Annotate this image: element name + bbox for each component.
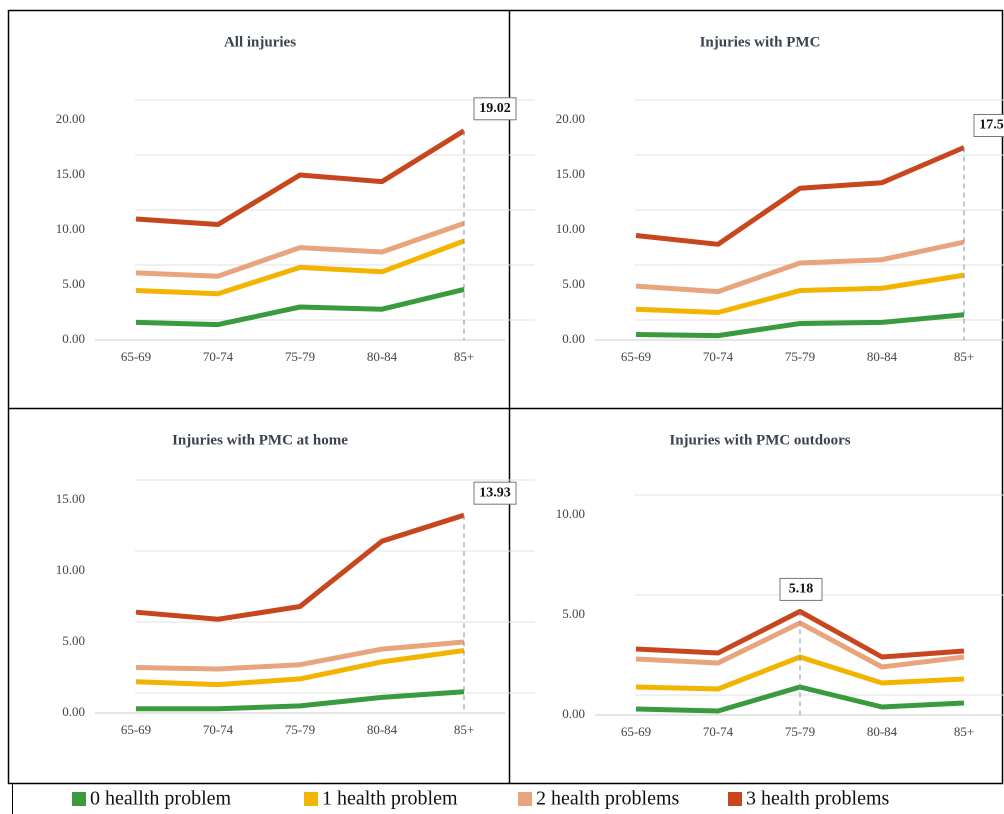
series-line	[635, 272, 965, 315]
x-tick-label: 85+	[454, 722, 474, 737]
series-line	[635, 239, 965, 295]
y-tick-label: 20.00	[56, 111, 85, 126]
x-tick-label: 70-74	[203, 349, 234, 364]
figure-frame	[7, 9, 1004, 785]
annotation: 19.02	[479, 101, 511, 116]
annotation: 13.93	[479, 485, 511, 500]
series-line	[135, 286, 465, 328]
chart-title: Injuries with PMC	[700, 34, 821, 50]
annotation: 5.18	[789, 582, 814, 597]
x-tick-label: 70-74	[203, 722, 234, 737]
x-tick-label: 75-79	[785, 349, 815, 364]
x-tick-label: 85+	[954, 349, 974, 364]
legend-swatch	[304, 792, 318, 806]
annotation-box	[473, 97, 517, 121]
x-tick-label: 85+	[954, 724, 974, 739]
y-tick-label: 0.00	[562, 331, 585, 346]
annotation-box	[473, 481, 517, 505]
y-tick-label: 10.00	[56, 221, 85, 236]
x-tick-label: 65-69	[621, 724, 651, 739]
x-tick-label: 75-79	[785, 724, 815, 739]
chart-title: Injuries with PMC outdoors	[669, 432, 850, 448]
x-tick-label: 70-74	[703, 349, 734, 364]
x-tick-label: 70-74	[703, 724, 734, 739]
annotation-box	[973, 114, 1004, 137]
y-tick-label: 0.00	[62, 331, 85, 346]
x-tick-label: 75-79	[285, 722, 315, 737]
x-tick-label: 65-69	[121, 349, 151, 364]
y-tick-label: 5.00	[562, 276, 585, 291]
series-line	[136, 689, 465, 712]
legend-swatch	[728, 792, 742, 806]
legend-swatch	[72, 792, 86, 806]
annotation: 17.50	[979, 118, 1004, 133]
x-tick-label: 65-69	[121, 722, 151, 737]
x-tick-label: 65-69	[621, 349, 651, 364]
series-line	[635, 312, 965, 339]
x-tick-label: 80-84	[867, 724, 898, 739]
series-line	[135, 238, 465, 297]
x-tick-label: 80-84	[867, 349, 898, 364]
x-tick-label: 85+	[454, 349, 474, 364]
legend-label: 1 health problem	[322, 788, 458, 810]
y-tick-label: 0.00	[562, 706, 585, 721]
annotation-box	[779, 577, 823, 601]
legend-swatch	[518, 792, 532, 806]
x-tick-label: 80-84	[367, 722, 398, 737]
y-tick-label: 5.00	[562, 606, 585, 621]
y-tick-label: 10.00	[556, 221, 585, 236]
series-line	[635, 145, 965, 247]
series-line	[135, 221, 465, 279]
y-tick-label: 15.00	[56, 491, 85, 506]
x-tick-label: 80-84	[367, 349, 398, 364]
y-tick-label: 5.00	[62, 276, 85, 291]
y-tick-label: 15.00	[56, 166, 85, 181]
x-tick-label: 75-79	[285, 349, 315, 364]
legend-label: 2 health problems	[536, 788, 680, 810]
chart-title: All injuries	[224, 34, 296, 50]
legend-label: 0 heallth problem	[90, 788, 232, 810]
series-line	[135, 512, 465, 622]
y-tick-label: 10.00	[556, 506, 585, 521]
y-tick-label: 20.00	[556, 111, 585, 126]
y-tick-label: 10.00	[56, 562, 85, 577]
chart-title: Injuries with PMC at home	[172, 432, 348, 448]
y-tick-label: 0.00	[62, 704, 85, 719]
series-line	[135, 639, 465, 672]
y-tick-label: 5.00	[62, 633, 85, 648]
y-tick-label: 15.00	[556, 166, 585, 181]
series-line	[135, 128, 466, 227]
legend-label: 3 health problems	[746, 788, 890, 810]
series-line	[135, 648, 465, 688]
